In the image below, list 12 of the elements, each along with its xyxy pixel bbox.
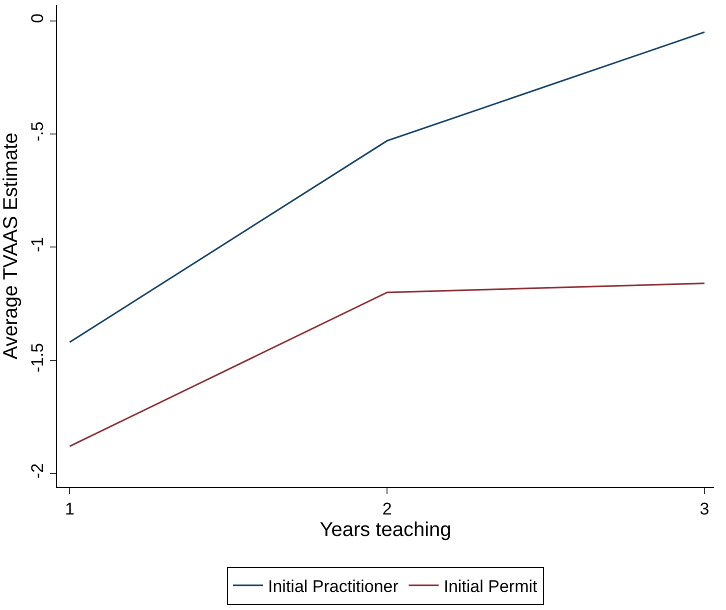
y-tick-label: -1.5 (28, 343, 48, 372)
legend-label: Initial Practitioner (268, 576, 399, 596)
x-tick-label: 3 (700, 499, 710, 518)
y-tick-label: -2 (28, 463, 48, 478)
x-axis-title: Years teaching (320, 518, 452, 541)
legend-label: Initial Permit (444, 576, 538, 596)
y-tick-label: 0 (28, 14, 48, 24)
y-tick-label: -1 (28, 237, 48, 252)
x-tick-label: 1 (64, 499, 74, 518)
x-tick-label: 2 (382, 499, 392, 518)
y-tick-label: -.5 (28, 122, 48, 142)
y-axis-title: Average TVAAS Estimate (0, 132, 22, 360)
